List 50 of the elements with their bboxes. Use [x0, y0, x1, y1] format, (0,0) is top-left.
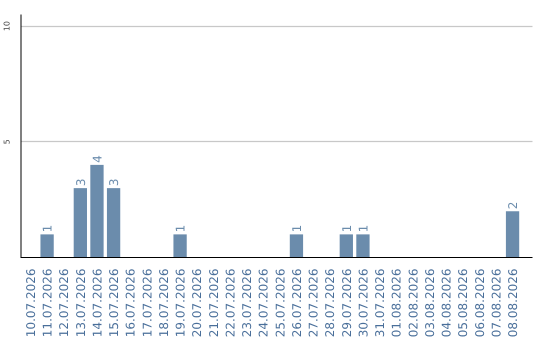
x-tick-label: 27.07.2026 — [306, 268, 321, 338]
data-label: 3 — [107, 178, 122, 186]
data-label: 1 — [340, 224, 354, 232]
data-label: 2 — [506, 202, 520, 210]
x-tick-label: 01.08.2026 — [390, 268, 404, 338]
x-tick-label: 12.07.2026 — [57, 268, 72, 338]
x-tick-label: 22.07.2026 — [223, 268, 238, 338]
y-tick-label: 5 — [2, 139, 12, 144]
bar — [90, 164, 104, 258]
data-label: 1 — [290, 224, 304, 232]
x-tick-label: 31.07.2026 — [373, 268, 388, 338]
x-tick-label: 17.07.2026 — [140, 268, 154, 338]
data-label: 1 — [356, 224, 370, 232]
x-tick-label: 05.08.2026 — [456, 268, 470, 338]
bar — [356, 234, 370, 258]
x-tick-label: 29.07.2026 — [340, 268, 354, 338]
x-tick-label: 04.08.2026 — [440, 268, 454, 338]
bar — [506, 211, 520, 258]
x-tick-label: 20.07.2026 — [190, 268, 204, 338]
x-tick-label: 02.08.2026 — [406, 268, 420, 338]
x-tick-label: 26.07.2026 — [290, 268, 304, 338]
x-tick-label: 15.07.2026 — [107, 268, 122, 338]
bar — [106, 188, 120, 258]
x-tick-label: 28.07.2026 — [323, 268, 338, 338]
x-tick-label: 13.07.2026 — [74, 268, 88, 338]
data-label: 4 — [90, 155, 104, 163]
x-tick-label: 03.08.2026 — [422, 268, 437, 338]
x-tick-label: 30.07.2026 — [356, 268, 370, 338]
x-tick-label: 07.08.2026 — [489, 268, 504, 338]
y-tick-label: 10 — [2, 20, 12, 32]
bar — [40, 234, 54, 258]
x-tick-label: 23.07.2026 — [240, 268, 254, 338]
data-label: 3 — [74, 178, 88, 186]
x-tick-label: 11.07.2026 — [40, 268, 55, 338]
x-tick-label: 10.07.2026 — [24, 268, 38, 338]
x-tick-label: 14.07.2026 — [90, 268, 104, 338]
bar — [173, 234, 187, 258]
x-tick-label: 06.08.2026 — [472, 268, 487, 338]
x-tick-label: 25.07.2026 — [273, 268, 288, 338]
x-tick-label: 08.08.2026 — [506, 268, 520, 338]
bar — [74, 188, 87, 258]
x-tick-label: 16.07.2026 — [124, 268, 138, 338]
x-tick-label: 24.07.2026 — [256, 268, 271, 338]
data-label: 1 — [40, 224, 55, 232]
data-label: 1 — [174, 224, 188, 232]
x-tick-label: 18.07.2026 — [156, 268, 171, 338]
x-tick-label: 21.07.2026 — [206, 268, 221, 338]
x-tick-label: 19.07.2026 — [174, 268, 188, 338]
bar — [290, 234, 304, 258]
bar — [340, 234, 353, 258]
